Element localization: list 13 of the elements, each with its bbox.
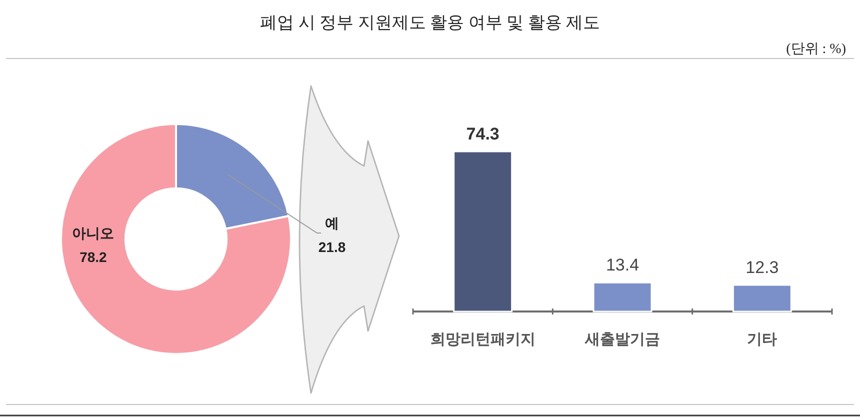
data-label: 21.8 bbox=[318, 239, 346, 255]
slice-label: 아니오 bbox=[72, 225, 114, 241]
data-label: 13.4 bbox=[606, 256, 640, 275]
donut-slice bbox=[60, 123, 292, 355]
data-label: 78.2 bbox=[80, 249, 108, 265]
text: 폐업 시 정부 지원제도 활용 여부 및 활용 제도 bbox=[260, 13, 600, 32]
text: (단위 : %) bbox=[786, 42, 846, 57]
x-tick-label: 새출발기금 bbox=[584, 331, 660, 348]
data-label: 12.3 bbox=[746, 258, 779, 278]
x-tick-label: 희망리턴패키지 bbox=[430, 331, 536, 348]
data-label: 74.3 bbox=[466, 124, 500, 144]
x-tick-label: 기타 bbox=[747, 331, 778, 348]
slice-label: 예 bbox=[325, 215, 339, 231]
